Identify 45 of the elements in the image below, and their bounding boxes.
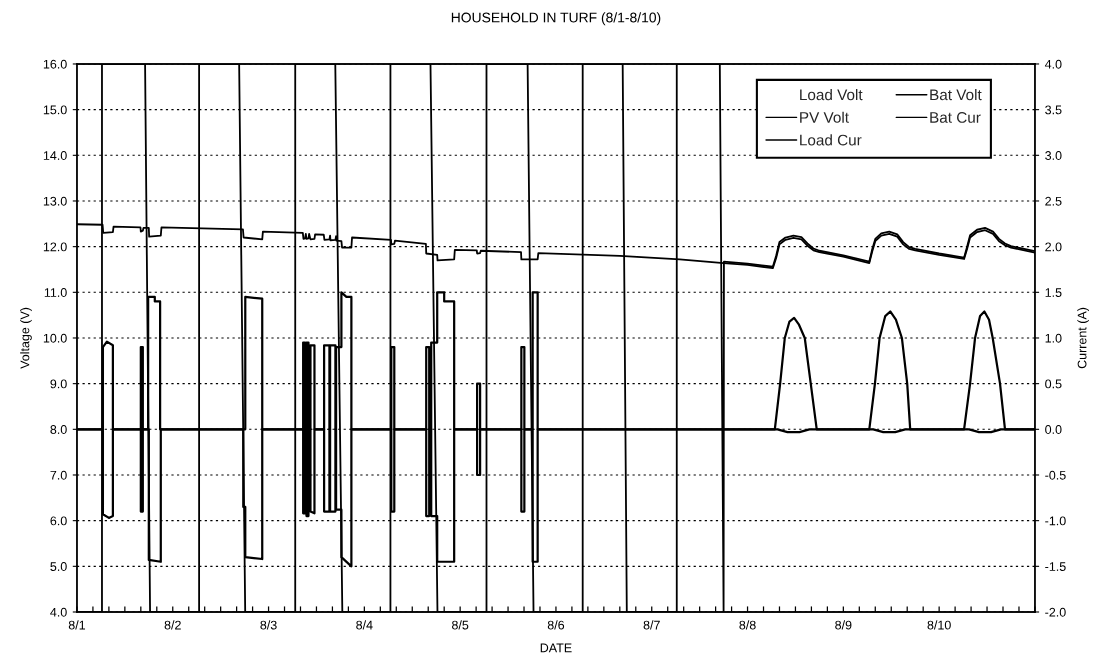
x-tick-label: 8/10: [927, 620, 951, 630]
y-tick-label: 15.0: [43, 105, 67, 115]
legend-label: Load Cur: [800, 134, 862, 146]
x-tick-label: 8/8: [739, 620, 756, 630]
y2-tick-label: 3.5: [1045, 105, 1062, 115]
y2-tick-label: -0.5: [1045, 470, 1066, 480]
y-tick-label: 10.0: [43, 333, 67, 343]
x-tick-label: 8/2: [164, 620, 181, 630]
y2-tick-label: 0.0: [1045, 425, 1062, 434]
y2-tick-label: -1.5: [1045, 562, 1066, 571]
x-tick-label: 8/4: [356, 620, 373, 630]
y-tick-label: 14.0: [43, 151, 67, 160]
y2-tick-label: -1.0: [1045, 516, 1066, 526]
y-tick-label: 16.0: [43, 59, 67, 69]
y-tick-label: 9.0: [50, 379, 67, 389]
y-tick-label: 8.0: [50, 425, 67, 434]
x-tick-label: 8/3: [260, 620, 277, 630]
x-tick-label: 8/9: [835, 620, 852, 630]
y2-tick-label: 3.0: [1045, 151, 1062, 160]
legend-label: PV Volt: [800, 111, 849, 123]
y-tick-label: 5.0: [50, 562, 67, 571]
x-tick-label: 8/1: [68, 620, 86, 630]
y2-tick-label: 1.5: [1045, 288, 1062, 297]
y2-tick-label: 2.0: [1045, 242, 1062, 252]
y-tick-label: 6.0: [50, 516, 67, 526]
text: Load Volt: [800, 89, 863, 101]
x-axis-title: DATE: [540, 643, 572, 653]
legend-label: Bat Volt: [930, 89, 982, 101]
y2-tick-label: 1.0: [1045, 333, 1062, 343]
legend-label: Bat Cur: [930, 112, 981, 123]
x-tick-label: 8/5: [452, 620, 469, 630]
y2-tick-label: 4.0: [1044, 59, 1062, 69]
x-tick-label: 8/6: [547, 620, 565, 630]
y-tick-label: 11.0: [44, 288, 67, 297]
y2-axis-title: Current (A): [1077, 307, 1089, 369]
y2-tick-label: 2.5: [1045, 196, 1062, 206]
y2-tick-label: -2.0: [1045, 607, 1066, 617]
chart-title: HOUSEHOLD IN TURF (8/1-8/10): [451, 12, 661, 26]
y-tick-label: 7.0: [50, 470, 67, 480]
y2-tick-label: 0.5: [1045, 379, 1062, 389]
y-axis-title: Voltage (V): [20, 307, 32, 369]
y-tick-label: 12.0: [43, 242, 67, 252]
y-tick-label: 4.0: [50, 607, 67, 617]
x-tick-label: 8/7: [643, 620, 660, 630]
y-tick-label: 13.0: [43, 196, 67, 206]
